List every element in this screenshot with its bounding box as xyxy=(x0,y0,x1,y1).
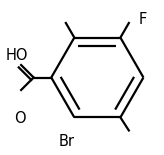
Text: HO: HO xyxy=(5,49,28,64)
Text: O: O xyxy=(14,111,26,126)
Text: F: F xyxy=(139,12,147,27)
Text: Br: Br xyxy=(58,134,74,149)
